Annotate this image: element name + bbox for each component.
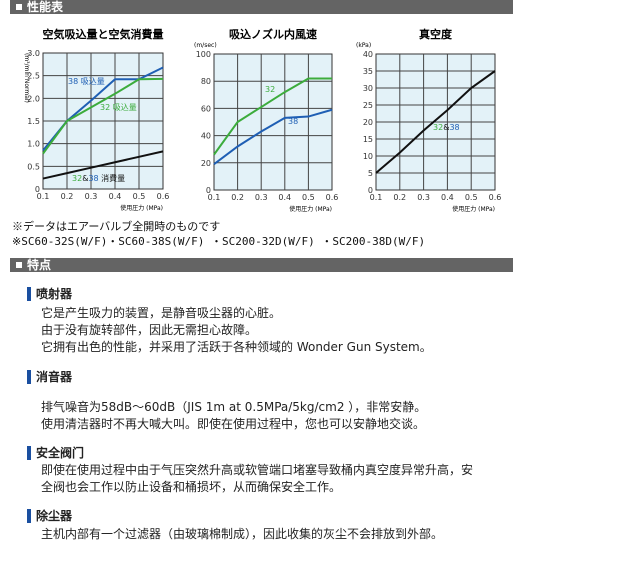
y-tick-label: 10 — [363, 152, 373, 161]
feature-text: 主机内部有一个过滤器（由玻璃棉制成），因此收集的灰尘不会排放到外部。 — [41, 527, 444, 541]
chart-title: 真空度 — [419, 27, 453, 41]
features-header: 特点 — [10, 258, 513, 272]
x-tick-label: 0.5 — [302, 193, 315, 202]
y-axis-label: (m/sec) — [194, 42, 217, 49]
series-label: 38 吸込量 — [68, 77, 105, 86]
feature-title: 除尘器 — [27, 509, 72, 523]
x-tick-label: 0.2 — [231, 193, 244, 202]
feature-title: 消音器 — [27, 370, 72, 384]
series-line — [42, 77, 164, 155]
square-icon — [16, 262, 22, 268]
y-tick-label: 5 — [368, 169, 373, 178]
series-line — [213, 77, 332, 156]
plot-area — [213, 53, 333, 191]
chart-title: 空気吸込量と空気消費量 — [43, 27, 164, 41]
y-tick-label: 1.5 — [27, 117, 40, 126]
x-axis-label: 使用圧力 (MPa) — [289, 205, 332, 213]
x-axis-label: 使用圧力 (MPa) — [452, 205, 495, 213]
series-line — [375, 70, 496, 174]
x-tick-label: 0.6 — [157, 192, 170, 201]
feature-title: 喷射器 — [27, 287, 72, 301]
y-tick-label: 20 — [201, 159, 211, 168]
x-tick-label: 0.3 — [85, 192, 98, 201]
x-tick-label: 0.2 — [61, 192, 74, 201]
y-tick-label: 0 — [368, 186, 373, 195]
chart-title: 吸込ノズル内風速 — [229, 27, 317, 41]
x-tick-label: 0.5 — [133, 192, 146, 201]
square-icon — [16, 4, 22, 10]
x-tick-label: 0.2 — [393, 193, 406, 202]
series-label: 38 — [288, 117, 298, 126]
y-tick-label: 60 — [201, 104, 211, 113]
note-2: ※SC60-32S(W/F)・SC60-38S(W/F) ・SC200-32D(… — [12, 235, 426, 248]
note-1: ※データはエアーバルブ全開時のものです — [12, 220, 221, 233]
x-tick-label: 0.6 — [489, 193, 502, 202]
x-tick-label: 0.3 — [417, 193, 430, 202]
series-label: 32&38 — [433, 123, 460, 132]
section-title: 性能表 — [27, 0, 64, 14]
y-tick-label: 80 — [201, 77, 211, 86]
series-label: 32 — [265, 85, 275, 94]
x-tick-label: 0.5 — [465, 193, 478, 202]
y-axis-label: (m³/min Normal) — [23, 53, 30, 103]
y-tick-label: 1.0 — [27, 140, 40, 149]
series-label: 32 吸込量 — [100, 103, 137, 112]
x-tick-label: 0.4 — [109, 192, 122, 201]
feature-title: 安全阀门 — [27, 446, 84, 460]
x-tick-label: 0.3 — [255, 193, 268, 202]
charts: 空気吸込量と空気消費量(m³/min Normal)使用圧力 (MPa)0.1 0… — [23, 27, 502, 213]
performance-header: 性能表 — [10, 0, 513, 14]
series-label: 32&38 消費量 — [72, 173, 125, 183]
y-tick-label: 0 — [35, 185, 40, 194]
y-axis-label: (kPa) — [356, 42, 371, 49]
y-tick-label: 100 — [196, 50, 211, 59]
y-tick-label: 40 — [363, 50, 373, 59]
x-tick-label: 0.1 — [370, 193, 383, 202]
y-tick-label: 2.0 — [27, 94, 40, 103]
series-line — [213, 108, 333, 165]
feature-text: 即使在使用过程中由于气压突然升高或软管端口堵塞导致桶内真空度异常升高，安 全阀也会… — [41, 463, 474, 494]
y-tick-label: 0 — [206, 186, 211, 195]
x-tick-label: 0.1 — [37, 192, 50, 201]
series-line — [42, 150, 164, 180]
y-tick-label: 15 — [363, 135, 373, 144]
feature-text: 它是产生吸力的装置，是静音吸尘器的心脏。 由于没有旋转部件，因此无需担心故障。 它拥… — [41, 306, 432, 354]
x-axis-label: 使用圧力 (MPa) — [120, 204, 163, 212]
y-tick-label: 20 — [363, 118, 373, 127]
section-title: 特点 — [27, 258, 52, 272]
x-tick-label: 0.4 — [441, 193, 454, 202]
y-tick-label: 3.0 — [27, 49, 40, 58]
x-tick-label: 0.1 — [208, 193, 221, 202]
x-tick-label: 0.6 — [326, 193, 339, 202]
y-tick-label: 40 — [201, 132, 211, 141]
y-tick-label: 0.5 — [27, 162, 40, 171]
y-tick-label: 2.5 — [27, 72, 40, 81]
y-tick-label: 30 — [363, 84, 373, 93]
y-tick-label: 35 — [363, 67, 373, 76]
x-tick-label: 0.4 — [278, 193, 291, 202]
feature-text: 排气噪音为58dB～60dB（JIS 1m at 0.5MPa/5kg/cm2 … — [41, 400, 427, 431]
y-tick-label: 25 — [363, 101, 373, 110]
